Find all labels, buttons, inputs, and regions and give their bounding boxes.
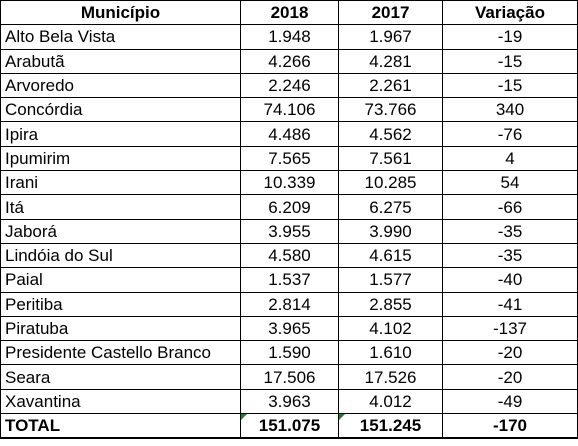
variacao-cell[interactable]: 4 bbox=[442, 145, 578, 172]
variacao-cell[interactable]: -19 bbox=[442, 24, 578, 50]
variacao-cell[interactable]: -20 bbox=[442, 364, 578, 390]
value-2017-cell[interactable]: 2.261 bbox=[338, 72, 443, 99]
table-row: Jaborá 3.955 3.990 -35 bbox=[0, 218, 578, 244]
value-2018-cell[interactable]: 1.590 bbox=[240, 340, 339, 366]
value-2018-cell[interactable]: 3.963 bbox=[240, 388, 339, 415]
municipio-cell[interactable]: Seara bbox=[0, 364, 241, 390]
value-2017-cell[interactable]: 4.102 bbox=[338, 315, 443, 342]
value-2017-cell[interactable]: 4.281 bbox=[338, 48, 443, 74]
total-2018-cell[interactable]: 151.075 bbox=[240, 413, 339, 440]
header-municipio[interactable]: Município bbox=[0, 0, 241, 26]
variacao-cell[interactable]: -66 bbox=[442, 194, 578, 220]
table-row: Peritiba 2.814 2.855 -41 bbox=[0, 291, 578, 317]
variacao-cell[interactable]: -35 bbox=[442, 218, 578, 244]
table-row: Xavantina 3.963 4.012 -49 bbox=[0, 388, 578, 415]
value-2017-cell[interactable]: 4.615 bbox=[338, 242, 443, 269]
municipio-cell[interactable]: Irani bbox=[0, 170, 241, 196]
total-variacao-cell[interactable]: -170 bbox=[442, 413, 578, 440]
municipio-cell[interactable]: Xavantina bbox=[0, 388, 241, 415]
variacao-cell[interactable]: -40 bbox=[442, 267, 578, 293]
value-2018-cell[interactable]: 3.955 bbox=[240, 218, 339, 244]
table-row: Piratuba 3.965 4.102 -137 bbox=[0, 315, 578, 342]
variacao-cell[interactable]: -137 bbox=[442, 315, 578, 342]
value-2018-cell[interactable]: 3.965 bbox=[240, 315, 339, 342]
value-2017-cell[interactable]: 73.766 bbox=[338, 97, 443, 123]
value-2017-cell[interactable]: 4.562 bbox=[338, 121, 443, 147]
variacao-cell[interactable]: -49 bbox=[442, 388, 578, 415]
table-row: Paial 1.537 1.577 -40 bbox=[0, 267, 578, 293]
header-2017[interactable]: 2017 bbox=[338, 0, 443, 26]
table-row: Ipira 4.486 4.562 -76 bbox=[0, 121, 578, 147]
total-2017-cell[interactable]: 151.245 bbox=[338, 413, 443, 440]
value-2017-cell[interactable]: 17.526 bbox=[338, 364, 443, 390]
value-2018-cell[interactable]: 74.106 bbox=[240, 97, 339, 123]
value-2018-cell[interactable]: 1.537 bbox=[240, 267, 339, 293]
municipio-cell[interactable]: Jaborá bbox=[0, 218, 241, 244]
value-2017-cell[interactable]: 2.855 bbox=[338, 291, 443, 317]
value-2017-cell[interactable]: 1.577 bbox=[338, 267, 443, 293]
municipio-cell[interactable]: Arabutã bbox=[0, 48, 241, 74]
table-row: Concórdia 74.106 73.766 340 bbox=[0, 97, 578, 123]
value-2018-cell[interactable]: 6.209 bbox=[240, 194, 339, 220]
value-2017-cell[interactable]: 1.610 bbox=[338, 340, 443, 366]
municipio-cell[interactable]: Piratuba bbox=[0, 315, 241, 342]
table-row: Itá 6.209 6.275 -66 bbox=[0, 194, 578, 220]
variacao-cell[interactable]: -41 bbox=[442, 291, 578, 317]
value-2018-cell[interactable]: 2.814 bbox=[240, 291, 339, 317]
value-2017-cell[interactable]: 1.967 bbox=[338, 24, 443, 50]
variacao-cell[interactable]: 340 bbox=[442, 97, 578, 123]
table-row: Arvoredo 2.246 2.261 -15 bbox=[0, 72, 578, 99]
municipio-cell[interactable]: Presidente Castello Branco bbox=[0, 340, 241, 366]
value-2018-cell[interactable]: 17.506 bbox=[240, 364, 339, 390]
value-2017-cell[interactable]: 7.561 bbox=[338, 145, 443, 172]
municipio-cell[interactable]: Concórdia bbox=[0, 97, 241, 123]
table-row: Alto Bela Vista 1.948 1.967 -19 bbox=[0, 24, 578, 50]
municipio-cell[interactable]: Peritiba bbox=[0, 291, 241, 317]
value-2017-cell[interactable]: 6.275 bbox=[338, 194, 443, 220]
table-row: Seara 17.506 17.526 -20 bbox=[0, 364, 578, 390]
total-row: TOTAL 151.075 151.245 -170 bbox=[0, 413, 578, 440]
value-2017-cell[interactable]: 4.012 bbox=[338, 388, 443, 415]
header-2018[interactable]: 2018 bbox=[240, 0, 339, 26]
municipio-cell[interactable]: Ipira bbox=[0, 121, 241, 147]
municipio-cell[interactable]: Arvoredo bbox=[0, 72, 241, 99]
value-2018-cell[interactable]: 7.565 bbox=[240, 145, 339, 172]
value-2018-cell[interactable]: 10.339 bbox=[240, 170, 339, 196]
municipio-cell[interactable]: Itá bbox=[0, 194, 241, 220]
value-2018-cell[interactable]: 4.580 bbox=[240, 242, 339, 269]
municipio-cell[interactable]: Lindóia do Sul bbox=[0, 242, 241, 269]
header-row: Município 2018 2017 Variação bbox=[0, 0, 578, 26]
value-2018-cell[interactable]: 4.486 bbox=[240, 121, 339, 147]
value-2018-cell[interactable]: 1.948 bbox=[240, 24, 339, 50]
variacao-cell[interactable]: -20 bbox=[442, 340, 578, 366]
municipio-cell[interactable]: Alto Bela Vista bbox=[0, 24, 241, 50]
table-row: Presidente Castello Branco 1.590 1.610 -20 bbox=[0, 340, 578, 366]
variacao-cell[interactable]: 54 bbox=[442, 170, 578, 196]
total-label-cell[interactable]: TOTAL bbox=[0, 413, 241, 440]
variacao-cell[interactable]: -35 bbox=[442, 242, 578, 269]
value-2018-cell[interactable]: 2.246 bbox=[240, 72, 339, 99]
value-2017-cell[interactable]: 10.285 bbox=[338, 170, 443, 196]
value-2018-cell[interactable]: 4.266 bbox=[240, 48, 339, 74]
header-variacao[interactable]: Variação bbox=[442, 0, 578, 26]
municipio-cell[interactable]: Paial bbox=[0, 267, 241, 293]
variacao-cell[interactable]: -15 bbox=[442, 48, 578, 74]
table-row: Ipumirim 7.565 7.561 4 bbox=[0, 145, 578, 172]
value-2017-cell[interactable]: 3.990 bbox=[338, 218, 443, 244]
table-row: Arabutã 4.266 4.281 -15 bbox=[0, 48, 578, 74]
table-row: Lindóia do Sul 4.580 4.615 -35 bbox=[0, 242, 578, 269]
municipio-cell[interactable]: Ipumirim bbox=[0, 145, 241, 172]
variacao-cell[interactable]: -76 bbox=[442, 121, 578, 147]
table-row: Irani 10.339 10.285 54 bbox=[0, 170, 578, 196]
variacao-cell[interactable]: -15 bbox=[442, 72, 578, 99]
